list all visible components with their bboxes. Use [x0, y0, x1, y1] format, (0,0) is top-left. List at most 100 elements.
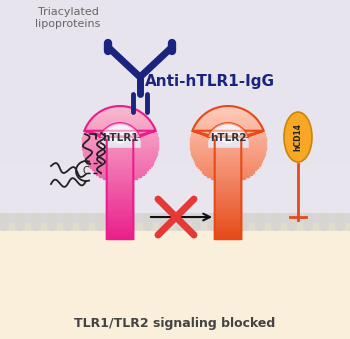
Circle shape [111, 213, 121, 223]
Text: hTLR2: hTLR2 [210, 133, 246, 143]
Bar [236, 124, 261, 126]
Bar [140, 137, 158, 139]
Bar [107, 237, 133, 239]
Bar [107, 190, 133, 193]
Bar [104, 108, 120, 111]
Bar [192, 155, 264, 157]
Text: Triacylated
lipoproteins: Triacylated lipoproteins [35, 7, 101, 29]
Bar [215, 175, 241, 177]
Bar [200, 117, 228, 119]
Bar [190, 137, 208, 139]
Bar [215, 173, 241, 175]
Text: TLR1/TLR2 signaling blocked: TLR1/TLR2 signaling blocked [74, 317, 276, 330]
Bar [94, 115, 120, 117]
Bar [228, 119, 258, 122]
Bar [215, 210, 241, 213]
Bar [194, 159, 262, 161]
Bar [107, 203, 133, 206]
Bar [107, 186, 133, 188]
Bar [141, 144, 158, 146]
Bar [215, 219, 241, 221]
Bar [249, 144, 266, 146]
Circle shape [31, 213, 41, 223]
Bar [0, 213, 350, 231]
Bar [82, 146, 99, 148]
Bar [215, 166, 241, 168]
Bar [199, 168, 257, 170]
Bar [107, 168, 133, 170]
Bar [215, 232, 241, 235]
Bar [107, 153, 133, 155]
Bar [107, 235, 133, 237]
Bar [202, 115, 228, 117]
Bar [120, 115, 146, 117]
Bar [211, 177, 245, 179]
Bar [82, 148, 158, 151]
Bar [198, 166, 258, 168]
Circle shape [159, 213, 169, 223]
Bar [107, 159, 133, 161]
Bar [196, 164, 260, 166]
Bar [215, 159, 241, 161]
Bar [141, 146, 158, 148]
Bar [107, 208, 133, 210]
Circle shape [207, 221, 217, 231]
Bar [85, 157, 155, 159]
Polygon shape [208, 123, 247, 144]
Circle shape [239, 221, 249, 231]
Circle shape [47, 221, 57, 231]
Bar [86, 126, 108, 128]
Bar [215, 179, 241, 181]
Bar [107, 188, 133, 190]
Bar [107, 221, 133, 223]
Bar [89, 122, 120, 124]
Bar [215, 230, 241, 232]
Bar [97, 113, 120, 115]
Bar [84, 131, 103, 133]
Bar [215, 217, 241, 219]
Bar [215, 188, 241, 190]
Bar [215, 151, 241, 153]
Bar [215, 155, 241, 157]
Circle shape [15, 221, 25, 231]
Bar [107, 164, 133, 166]
Bar [100, 111, 120, 113]
Bar [94, 170, 146, 173]
Bar [120, 122, 152, 124]
Circle shape [47, 213, 57, 223]
Bar [111, 106, 120, 108]
Bar [215, 226, 241, 228]
Text: hTLR1: hTLR1 [102, 133, 138, 143]
Bar [215, 195, 241, 197]
Bar [215, 177, 241, 179]
Bar [107, 173, 133, 175]
Bar [107, 232, 133, 235]
Bar [107, 184, 133, 186]
Circle shape [79, 213, 89, 223]
Circle shape [191, 221, 201, 231]
Bar [215, 164, 241, 166]
Bar [83, 151, 157, 153]
Bar [83, 133, 102, 135]
Bar [215, 186, 241, 188]
Circle shape [143, 213, 153, 223]
Bar [194, 126, 216, 128]
Bar [193, 128, 213, 131]
Bar [245, 131, 264, 133]
Text: C: C [83, 166, 89, 176]
Bar [215, 201, 241, 203]
Bar [87, 124, 112, 126]
Bar [83, 137, 100, 139]
Circle shape [95, 221, 105, 231]
Bar [82, 144, 99, 146]
Bar [215, 170, 241, 173]
Bar [84, 155, 156, 157]
Bar [195, 161, 261, 164]
Bar [249, 141, 266, 144]
Bar [215, 193, 241, 195]
Bar [120, 106, 129, 108]
Bar [90, 119, 120, 122]
Bar [215, 184, 241, 186]
Bar [107, 181, 133, 184]
Bar [103, 177, 137, 179]
